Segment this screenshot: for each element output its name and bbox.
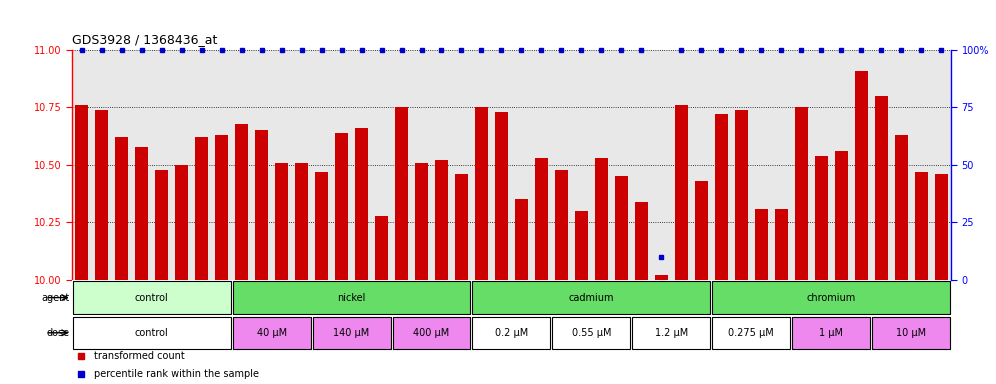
Bar bbox=[654, 275, 668, 280]
Bar bbox=[934, 174, 947, 280]
Bar bbox=[615, 177, 627, 280]
Bar bbox=[255, 131, 268, 280]
Text: 1.2 μM: 1.2 μM bbox=[654, 328, 688, 338]
Bar bbox=[355, 128, 369, 280]
Bar bbox=[835, 151, 848, 280]
Bar bbox=[375, 215, 388, 280]
Bar bbox=[712, 281, 950, 314]
Text: control: control bbox=[134, 293, 168, 303]
Bar bbox=[815, 156, 828, 280]
Text: 0.2 μM: 0.2 μM bbox=[495, 328, 528, 338]
Bar bbox=[472, 316, 551, 349]
Bar bbox=[632, 316, 710, 349]
Text: 10 μM: 10 μM bbox=[896, 328, 926, 338]
Bar bbox=[415, 163, 428, 280]
Bar bbox=[472, 281, 710, 314]
Bar bbox=[894, 135, 907, 280]
Bar bbox=[715, 114, 728, 280]
Bar bbox=[515, 199, 528, 280]
Bar bbox=[395, 108, 408, 280]
Bar bbox=[535, 158, 548, 280]
Bar bbox=[76, 105, 89, 280]
Bar bbox=[135, 147, 148, 280]
Bar bbox=[295, 163, 308, 280]
Bar bbox=[96, 110, 109, 280]
Text: 0.275 μM: 0.275 μM bbox=[728, 328, 774, 338]
Bar bbox=[335, 133, 348, 280]
Bar bbox=[553, 316, 630, 349]
Bar bbox=[575, 211, 588, 280]
Bar bbox=[175, 165, 188, 280]
Bar bbox=[695, 181, 708, 280]
Text: cadmium: cadmium bbox=[569, 293, 615, 303]
Bar bbox=[315, 172, 328, 280]
Bar bbox=[775, 209, 788, 280]
Bar bbox=[595, 158, 608, 280]
Bar bbox=[855, 71, 868, 280]
Text: 0.55 μM: 0.55 μM bbox=[572, 328, 612, 338]
Bar bbox=[675, 105, 688, 280]
Bar bbox=[116, 137, 128, 280]
Text: 40 μM: 40 μM bbox=[257, 328, 287, 338]
Text: 1 μM: 1 μM bbox=[820, 328, 844, 338]
Text: chromium: chromium bbox=[807, 293, 856, 303]
Bar bbox=[73, 281, 231, 314]
Bar bbox=[712, 316, 790, 349]
Bar bbox=[233, 316, 311, 349]
Bar bbox=[275, 163, 288, 280]
Bar bbox=[195, 137, 208, 280]
Bar bbox=[795, 108, 808, 280]
Text: nickel: nickel bbox=[338, 293, 366, 303]
Bar bbox=[735, 110, 748, 280]
Bar bbox=[755, 209, 768, 280]
Bar bbox=[495, 112, 508, 280]
Bar bbox=[455, 174, 468, 280]
Bar bbox=[555, 170, 568, 280]
Text: agent: agent bbox=[42, 293, 70, 303]
Text: 400 μM: 400 μM bbox=[413, 328, 449, 338]
Text: GDS3928 / 1368436_at: GDS3928 / 1368436_at bbox=[72, 33, 217, 46]
Bar bbox=[215, 135, 228, 280]
Bar bbox=[155, 170, 168, 280]
Bar bbox=[392, 316, 470, 349]
Bar bbox=[235, 124, 248, 280]
Text: transformed count: transformed count bbox=[94, 351, 184, 361]
Bar bbox=[233, 281, 470, 314]
Bar bbox=[475, 108, 488, 280]
Bar bbox=[634, 202, 647, 280]
Text: percentile rank within the sample: percentile rank within the sample bbox=[94, 369, 259, 379]
Bar bbox=[435, 161, 448, 280]
Bar bbox=[914, 172, 927, 280]
Bar bbox=[73, 316, 231, 349]
Bar bbox=[313, 316, 390, 349]
Bar bbox=[792, 316, 871, 349]
Text: dose: dose bbox=[47, 328, 70, 338]
Bar bbox=[872, 316, 950, 349]
Text: control: control bbox=[134, 328, 168, 338]
Text: 140 μM: 140 μM bbox=[334, 328, 370, 338]
Bar bbox=[874, 96, 887, 280]
